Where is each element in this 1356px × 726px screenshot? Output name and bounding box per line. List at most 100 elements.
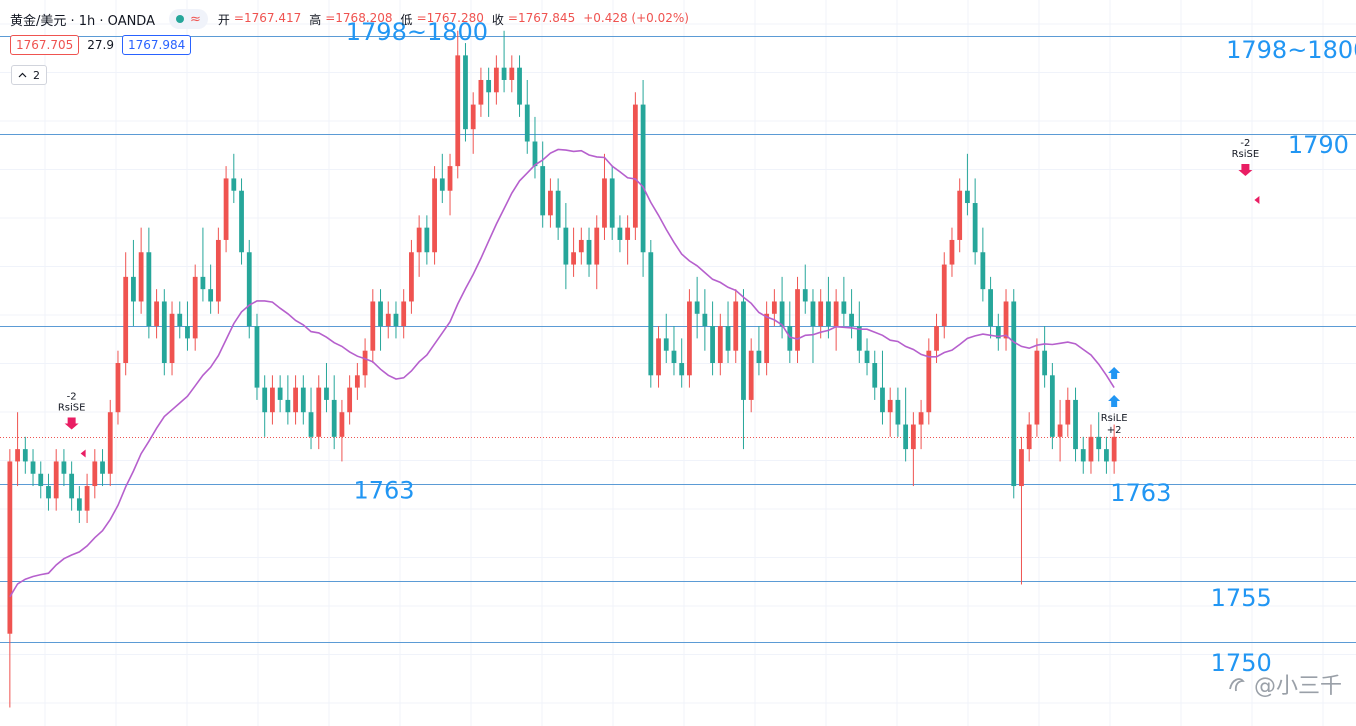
candle-body: [710, 326, 715, 363]
candle: [107, 399, 113, 487]
candle-body: [802, 289, 808, 302]
candle: [277, 375, 283, 413]
candle: [123, 252, 129, 376]
candle-body: [92, 461, 98, 487]
candle: [208, 264, 214, 314]
candle-body: [578, 239, 584, 253]
candle-body: [586, 239, 592, 265]
candle-body: [339, 412, 345, 437]
candle-body: [725, 326, 731, 351]
candle: [30, 449, 36, 487]
exit-flag-icon: [1254, 195, 1260, 204]
candle: [849, 289, 854, 339]
candle: [988, 276, 993, 339]
candle-body: [818, 301, 824, 327]
candle: [424, 215, 430, 265]
candle-body: [949, 239, 955, 265]
candle: [185, 301, 190, 351]
candle: [362, 338, 368, 388]
candle: [169, 301, 175, 376]
candle-body: [200, 276, 206, 290]
candle-body: [717, 326, 723, 363]
candle: [856, 301, 862, 363]
candle: [764, 301, 770, 376]
candle-body: [741, 301, 746, 400]
candle: [100, 449, 105, 487]
candlestick-series: [7, 30, 1117, 708]
sell-arrow-icon: [64, 417, 79, 430]
candle: [1026, 412, 1032, 462]
candle: [663, 313, 669, 363]
candle-body: [107, 412, 113, 474]
candle-body: [679, 363, 685, 376]
sell-price-button[interactable]: 1767.705: [10, 35, 80, 55]
candle-body: [663, 338, 669, 351]
quote-bar: 1767.705 27.9 1767.984: [10, 35, 192, 55]
candle-body: [316, 387, 322, 437]
buy-price-button[interactable]: 1767.984: [121, 35, 192, 55]
candle: [632, 92, 638, 240]
low-label: 低: [400, 12, 413, 27]
candle: [895, 387, 901, 437]
candle-body: [965, 190, 970, 204]
market-status[interactable]: ≈: [168, 9, 208, 29]
indicators-toggle-button[interactable]: 2: [11, 65, 47, 85]
candle: [710, 301, 715, 376]
candle-body: [493, 67, 499, 93]
candle: [926, 338, 932, 425]
candle: [702, 289, 708, 351]
candle-body: [432, 178, 437, 253]
candle: [887, 387, 893, 437]
candle-body: [826, 301, 831, 327]
candle-body: [594, 227, 600, 265]
candle-body: [957, 190, 963, 240]
candle: [965, 153, 970, 216]
symbol-title[interactable]: 黄金/美元 · 1h · OANDA: [10, 13, 155, 29]
candle: [903, 387, 909, 462]
candle-body: [640, 104, 646, 253]
candle: [92, 449, 98, 499]
candle: [717, 313, 723, 376]
candle-body: [161, 301, 167, 363]
candle-body: [756, 350, 762, 363]
candle: [941, 252, 947, 339]
candle-body: [910, 424, 916, 450]
candle: [880, 350, 885, 425]
data-delay-icon: ≈: [189, 11, 201, 27]
candle-body: [324, 387, 329, 400]
candle-body: [300, 387, 306, 413]
candle: [447, 153, 453, 216]
level-annotation: 1750: [1211, 649, 1272, 677]
candle: [53, 449, 59, 511]
candle-body: [401, 301, 407, 327]
candle-body: [7, 461, 13, 634]
candle: [231, 153, 237, 204]
level-annotation: 1798~1800: [1226, 36, 1356, 64]
candle-body: [1042, 350, 1048, 376]
candle: [61, 449, 67, 487]
candle-body: [571, 252, 576, 265]
candle-body: [872, 363, 878, 388]
candle: [1073, 387, 1078, 462]
candle-body: [262, 387, 268, 413]
candle: [918, 399, 924, 450]
candle-body: [694, 301, 700, 314]
candle-body: [30, 461, 36, 474]
candle-body: [980, 252, 986, 290]
candle-body: [424, 227, 430, 253]
candle: [640, 79, 646, 277]
candle-body: [880, 387, 885, 413]
candle: [625, 215, 631, 265]
candle-body: [617, 227, 623, 240]
candle: [1080, 436, 1086, 474]
candle: [1011, 289, 1017, 499]
candle: [648, 239, 654, 388]
signal-qty: +2: [1107, 425, 1122, 436]
buy-arrow-icon: [1108, 394, 1121, 407]
candle-body: [208, 289, 214, 302]
candle: [439, 153, 445, 204]
change-value: +0.428 (+0.02%): [583, 10, 689, 25]
